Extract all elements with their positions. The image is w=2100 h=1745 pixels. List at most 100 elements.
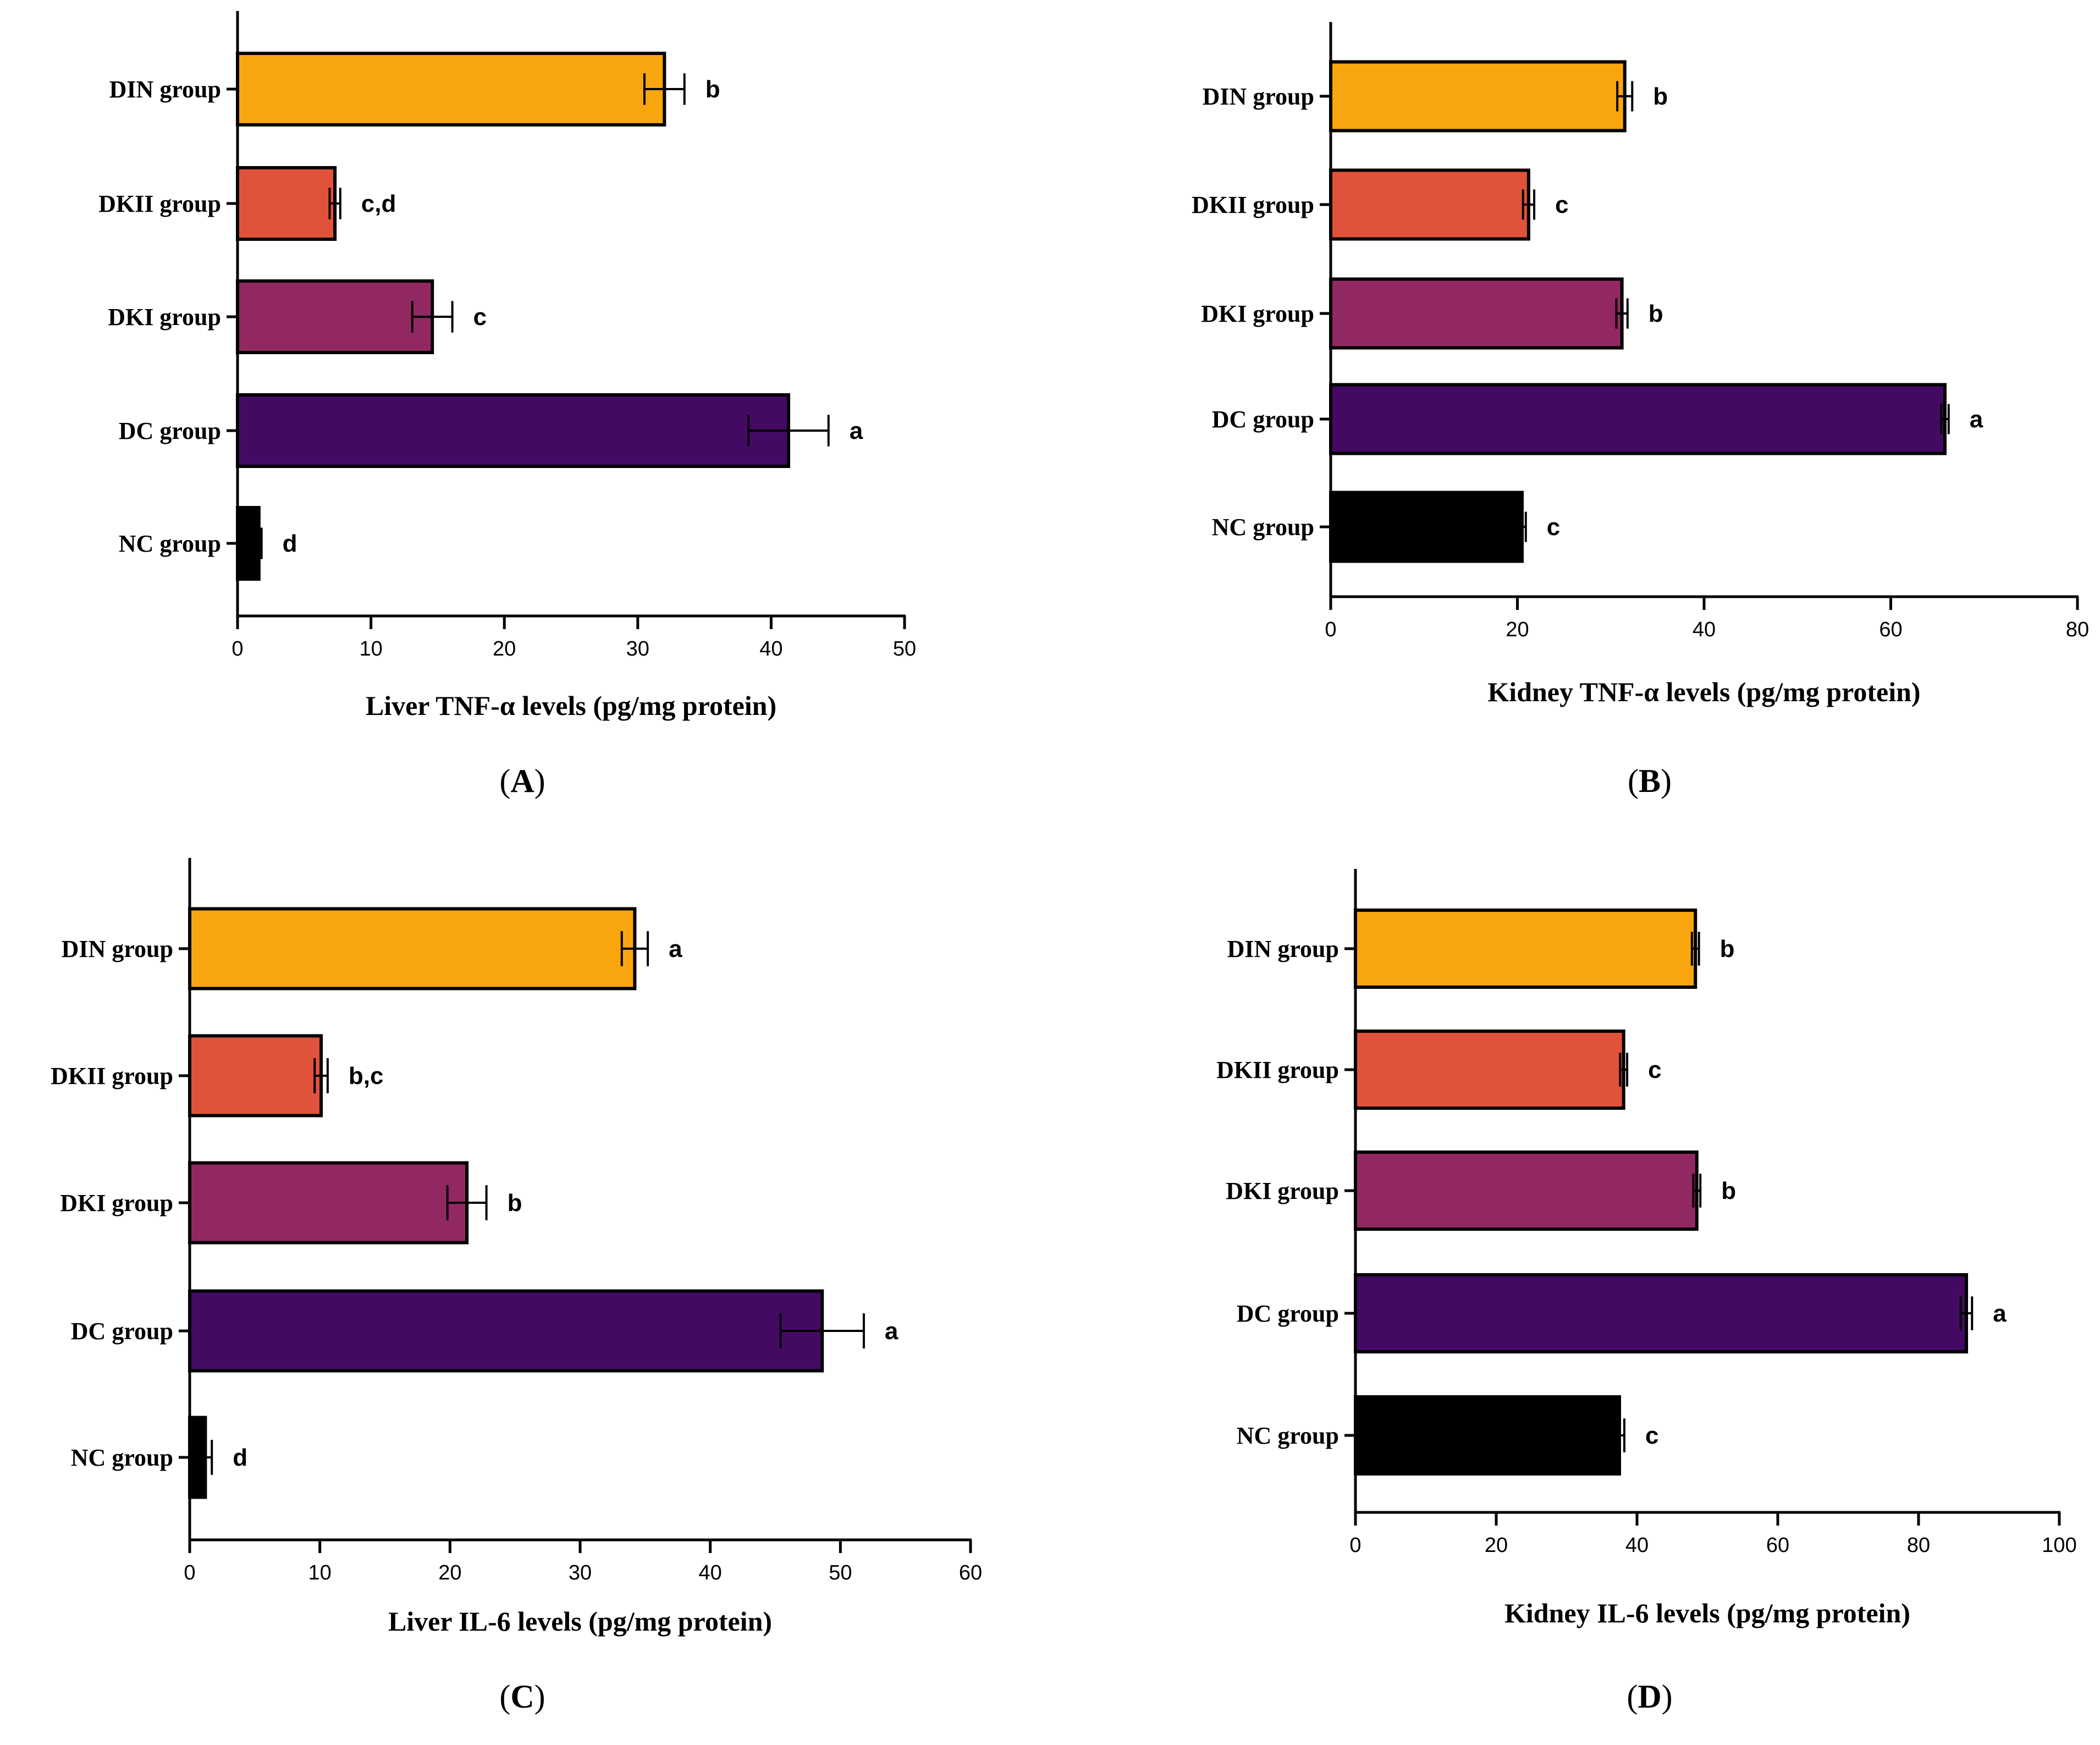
panel-a-category-label: DC group (119, 417, 221, 444)
panel-b-category-label: DC group (1212, 406, 1314, 433)
panel-b-x-tick-label: 40 (1693, 618, 1716, 641)
panel-c-category-label: NC group (71, 1444, 173, 1471)
panel-d-significance-label: c (1648, 1056, 1661, 1083)
panel-c-significance-label: b,c (349, 1063, 384, 1089)
panel-a-x-tick-label: 10 (359, 637, 382, 660)
panel-b-significance-label: b (1649, 300, 1663, 327)
panel-a-category-label: NC group (119, 530, 221, 557)
panel-c-category-label: DIN group (62, 935, 173, 962)
panel-c-significance-label: b (508, 1190, 522, 1216)
panel-d-x-tick-label: 20 (1485, 1534, 1508, 1557)
panel-d-x-axis-title: Kidney IL-6 levels (pg/mg protein) (1504, 1598, 1910, 1628)
panel-d-significance-label: c (1645, 1422, 1658, 1449)
panel-b-error-bar (1940, 404, 1950, 434)
panel-c-error-bar (779, 1313, 865, 1348)
panel-a-x-axis-title: Liver TNF-α levels (pg/mg protein) (366, 690, 776, 721)
panel-b-bar-dki-group (1329, 277, 1624, 350)
panel-a-bar-dki-group (236, 279, 434, 354)
panel-d-category-label: DKII group (1216, 1056, 1339, 1083)
panel-d-bar-dki-group (1354, 1151, 1699, 1231)
panel-a-significance-label: d (283, 530, 297, 557)
panel-b-significance-label: b (1653, 83, 1668, 110)
panel-b-significance-label: c (1547, 514, 1560, 541)
panel-b-bar-nc-group (1329, 491, 1524, 563)
panel-b-error-bar (1616, 81, 1634, 112)
panel-b-error-bar (1517, 511, 1527, 542)
panel-c-x-tick-label: 40 (699, 1561, 722, 1584)
panel-a-category-label: DKI group (108, 304, 221, 331)
panel-a-error-bar (411, 301, 454, 333)
panel-a-error-bar (747, 415, 830, 447)
panel-c-chart: 0 10 20 30 40 50 60 DIN group a DKII group b,c DKI … (51, 858, 982, 1715)
panel-c-x-tick-label: 30 (569, 1561, 592, 1584)
panel-c-error-bar (620, 931, 649, 966)
panel-d-x-tick-label: 80 (1907, 1534, 1930, 1557)
panel-c-bar-dkii-group (188, 1034, 323, 1118)
panel-a-bar-dc-group (236, 393, 790, 468)
panel-d-category-label: DKI group (1226, 1177, 1339, 1204)
panel-b-error-bar (1522, 189, 1536, 220)
panel-b-x-tick-label: 80 (2066, 618, 2089, 641)
panel-a-bar-din-group (236, 52, 666, 126)
panel-c-x-tick-label: 10 (308, 1561, 332, 1584)
panel-a-x-tick-label: 50 (893, 637, 916, 660)
panel-c-error-bar (446, 1185, 488, 1220)
panel-a-x-tick-label: 20 (493, 637, 516, 660)
panel-c-error-bar (197, 1440, 213, 1475)
panel-d-x-tick-label: 40 (1625, 1534, 1649, 1557)
panel-d-error-bar (1690, 932, 1700, 966)
panel-b-x-tick-label: 60 (1879, 618, 1902, 641)
panel-d-category-label: NC group (1237, 1422, 1339, 1449)
panel-c-x-axis-title: Liver IL-6 levels (pg/mg protein) (388, 1606, 772, 1637)
panel-a-error-bar (328, 188, 341, 219)
panel-a-significance-label: b (705, 76, 720, 103)
panel-c-x-tick-label: 0 (184, 1561, 195, 1584)
panel-a-error-bar (643, 73, 686, 105)
panel-b-error-bar (1615, 298, 1629, 329)
panel-a-bar-dkii-group (236, 166, 337, 241)
panel-a-significance-label: c,d (361, 190, 396, 217)
panel-c-category-label: DKII group (51, 1063, 173, 1089)
panel-d-significance-label: b (1721, 1177, 1736, 1204)
panel-d-error-bar (1692, 1174, 1702, 1208)
panel-d-x-tick-label: 60 (1766, 1534, 1789, 1557)
panel-c-significance-label: d (233, 1444, 247, 1471)
panel-b-bar-dc-group (1329, 383, 1947, 455)
panel-b-category-label: DKII group (1192, 191, 1314, 218)
panel-c-bar-dki-group (188, 1161, 469, 1245)
panel-c-x-tick-label: 50 (829, 1561, 852, 1584)
panel-c-x-tick-label: 20 (438, 1561, 461, 1584)
panel-a-significance-label: c (473, 304, 487, 331)
panel-d-error-bar (1959, 1296, 1974, 1330)
panel-d-bar-dkii-group (1354, 1030, 1625, 1110)
panel-d-category-label: DIN group (1227, 935, 1339, 962)
panel-b-x-axis-title: Kidney TNF-α levels (pg/mg protein) (1487, 676, 1920, 707)
panel-a-chart: 0 10 20 30 40 50 DIN group b DKII group c,d DKI gr… (98, 11, 916, 799)
panel-d-significance-label: a (1993, 1300, 2007, 1327)
panel-c-significance-label: a (885, 1318, 899, 1345)
panel-b-category-label: DIN group (1203, 83, 1314, 110)
panel-a-error-bar (255, 527, 263, 559)
panel-c-label: (C) (499, 1678, 545, 1715)
panel-b-significance-label: a (1970, 406, 1983, 433)
panel-b-chart: 0 20 40 60 80 DIN group b DKII group c DKI group b… (1192, 22, 2089, 799)
panel-d-category-label: DC group (1237, 1300, 1339, 1327)
panel-c-error-bar (313, 1058, 329, 1093)
panel-d-bar-nc-group (1354, 1395, 1621, 1476)
panel-d-chart: 0 20 40 60 80 100 DIN group b DKII group c DKI gro… (1216, 869, 2077, 1715)
panel-a-label: (A) (499, 763, 545, 799)
panel-b-bar-din-group (1329, 60, 1627, 133)
panel-b-bar-dkii-group (1329, 168, 1530, 241)
panel-b-significance-label: c (1555, 191, 1568, 218)
panel-d-x-tick-label: 0 (1349, 1534, 1361, 1557)
panel-a-x-tick-label: 40 (759, 637, 782, 660)
panel-d-error-bar (1613, 1418, 1625, 1452)
panel-d-x-tick-label: 100 (2042, 1534, 2076, 1557)
panel-b-x-tick-label: 20 (1506, 618, 1529, 641)
panel-b-category-label: DKI group (1201, 300, 1314, 327)
panel-d-label: (D) (1627, 1678, 1672, 1715)
panel-a-significance-label: a (850, 417, 863, 444)
panel-c-bar-dc-group (188, 1289, 824, 1373)
panel-b-label: (B) (1628, 763, 1672, 799)
panel-c-significance-label: a (669, 935, 682, 962)
